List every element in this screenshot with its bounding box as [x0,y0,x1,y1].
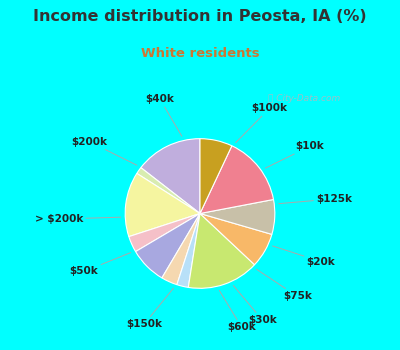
Text: $40k: $40k [146,94,182,136]
Text: $125k: $125k [279,194,352,204]
Wedge shape [200,139,232,214]
Text: $30k: $30k [233,286,277,325]
Text: Income distribution in Peosta, IA (%): Income distribution in Peosta, IA (%) [33,9,367,24]
Wedge shape [162,214,200,285]
Wedge shape [200,146,274,214]
Text: > $200k: > $200k [35,214,120,224]
Text: White residents: White residents [141,47,259,60]
Wedge shape [200,199,275,234]
Wedge shape [125,173,200,237]
Wedge shape [200,214,272,265]
Wedge shape [137,168,200,214]
Text: $10k: $10k [265,141,324,168]
Text: ⓘ City-Data.com: ⓘ City-Data.com [268,94,340,103]
Wedge shape [136,214,200,278]
Text: $60k: $60k [219,290,256,332]
Text: $200k: $200k [72,137,137,165]
Text: $75k: $75k [256,269,312,301]
Wedge shape [188,214,254,288]
Text: $150k: $150k [126,288,173,329]
Wedge shape [129,214,200,252]
Text: $100k: $100k [236,103,288,142]
Wedge shape [141,139,200,214]
Text: $50k: $50k [70,253,131,276]
Text: $20k: $20k [272,246,336,267]
Wedge shape [177,214,200,287]
